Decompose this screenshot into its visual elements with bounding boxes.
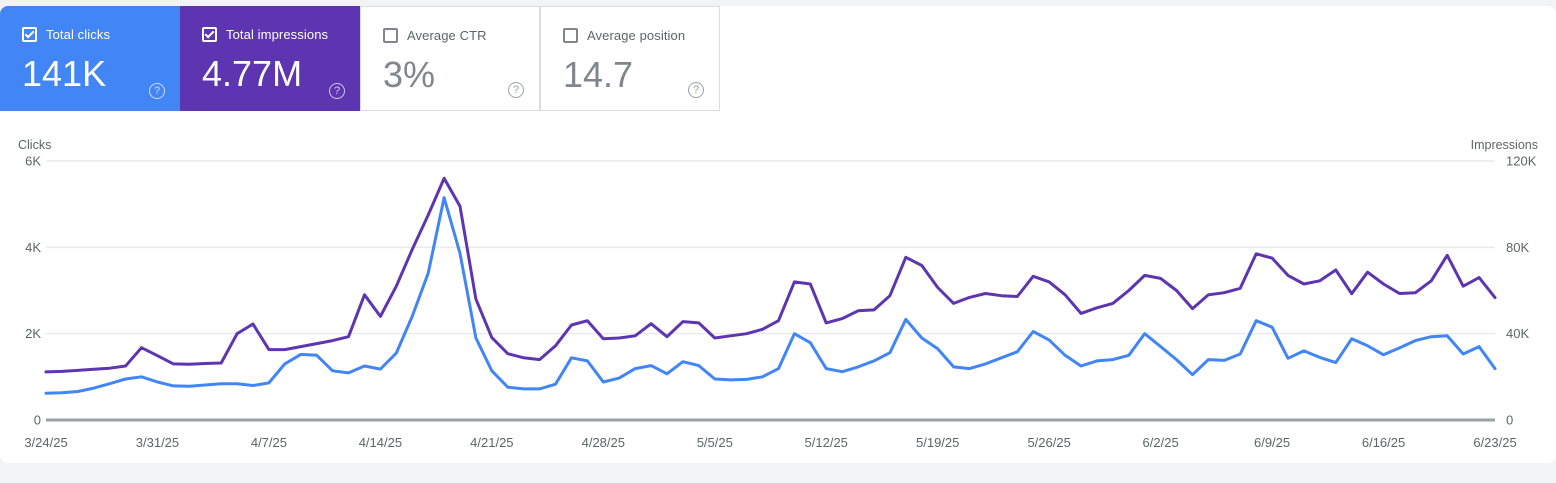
help-icon[interactable]: ? [688,82,704,98]
performance-chart-svg[interactable]: Clicks Impressions 0 0 2K 40K 4K 80K 6K 120K 3/24/… [0,130,1556,463]
performance-chart[interactable]: Clicks Impressions 0 0 2K 40K 4K 80K 6K 120K 3/24/… [0,130,1556,463]
x-axis-tick-label: 5/12/25 [805,435,848,450]
x-axis-tick-label: 6/23/25 [1473,435,1516,450]
help-icon[interactable]: ? [329,83,345,99]
x-axis-tick-label: 5/19/25 [916,435,959,450]
metric-card-average-position[interactable]: Average position 14.7 ? [540,6,720,111]
checkbox-checked-icon[interactable] [202,27,217,42]
x-axis-tick-label: 3/24/25 [24,435,67,450]
x-axis-tick-label: 6/9/25 [1254,435,1290,450]
metric-card-label: Average position [587,28,686,43]
metric-cards-row: Total clicks 141K ? Total impressions 4.… [0,6,720,111]
x-axis-tick-label: 4/14/25 [359,435,402,450]
metric-card-header: Average position [563,28,719,43]
left-axis-tick-label: 4K [25,240,41,255]
help-icon[interactable]: ? [149,83,165,99]
metric-card-value: 4.77M [202,53,303,94]
right-axis-tick-label: 40K [1506,326,1529,341]
left-axis-tick-label: 6K [25,154,41,169]
left-axis-tick-label: 0 [34,413,41,428]
checkbox-unchecked-icon[interactable] [563,28,578,43]
metric-card-value: 14.7 [563,54,634,95]
x-axis-tick-label: 5/5/25 [697,435,733,450]
x-axis-tick-label: 4/21/25 [470,435,513,450]
metric-card-total-clicks[interactable]: Total clicks 141K ? [0,6,180,111]
x-axis-tick-label: 6/16/25 [1362,435,1405,450]
metric-card-header: Average CTR [383,28,539,43]
x-axis-tick-label: 4/7/25 [251,435,287,450]
checkmark-icon [204,28,215,39]
x-axis-tick-label: 6/2/25 [1143,435,1179,450]
metric-card-label: Average CTR [407,28,487,43]
help-icon[interactable]: ? [508,82,524,98]
metric-card-average-ctr[interactable]: Average CTR 3% ? [360,6,540,111]
x-axis-tick-label: 5/26/25 [1027,435,1070,450]
metric-card-value: 141K [22,53,107,94]
left-axis-tick-label: 2K [25,326,41,341]
right-axis-title: Impressions [1471,138,1538,152]
performance-report-card: Total clicks 141K ? Total impressions 4.… [0,6,1556,463]
metric-card-value: 3% [383,54,436,95]
metric-card-header: Total clicks [22,27,180,42]
total-impressions-line [44,176,1497,374]
left-axis-title: Clicks [18,138,51,152]
metric-card-header: Total impressions [202,27,360,42]
x-axis-tick-label: 3/31/25 [136,435,179,450]
right-axis-tick-label: 120K [1506,154,1537,169]
x-axis-tick-label: 4/28/25 [582,435,625,450]
checkbox-unchecked-icon[interactable] [383,28,398,43]
metric-card-label: Total clicks [46,27,111,42]
right-axis-tick-label: 80K [1506,240,1529,255]
right-axis-tick-label: 0 [1506,413,1513,428]
metric-card-label: Total impressions [226,27,329,42]
total-clicks-line [44,196,1497,395]
metric-card-total-impressions[interactable]: Total impressions 4.77M ? [180,6,360,111]
checkmark-icon [24,28,35,39]
checkbox-checked-icon[interactable] [22,27,37,42]
